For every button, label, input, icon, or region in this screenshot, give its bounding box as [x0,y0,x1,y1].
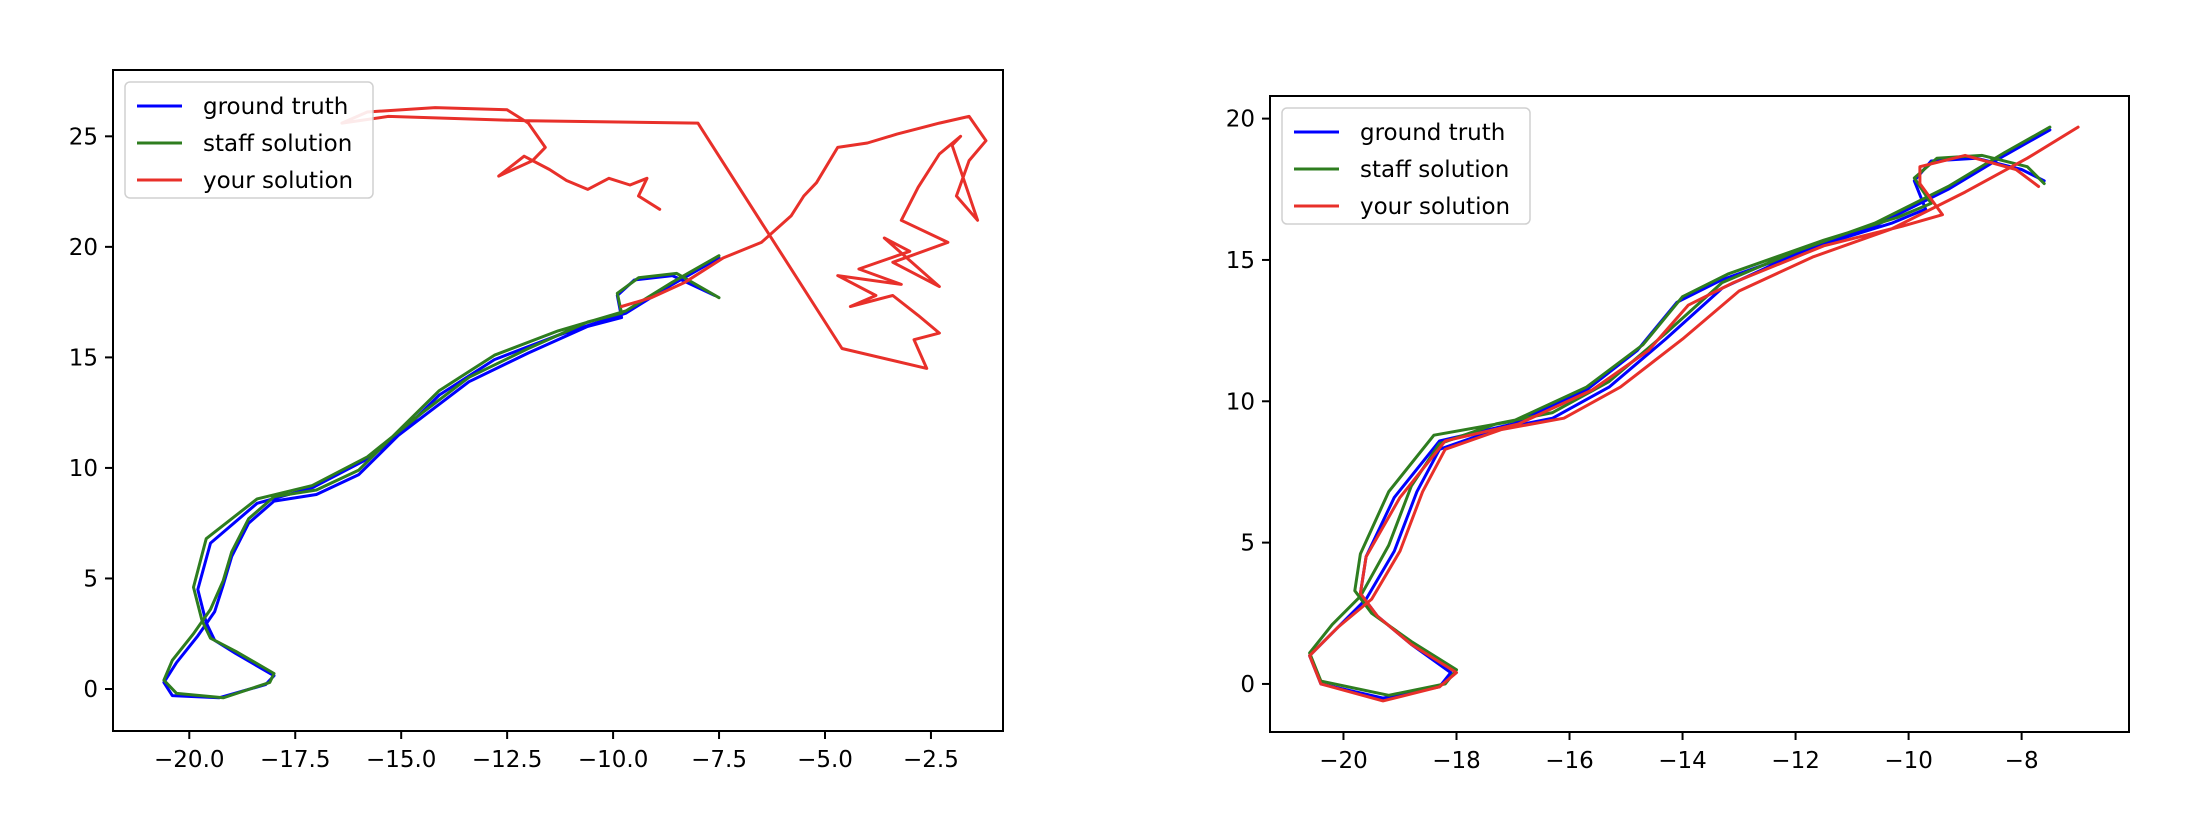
legend-label-your-solution: your solution [203,168,353,194]
x-tick-label: −14 [1658,748,1707,774]
x-tick-label: −17.5 [260,747,330,773]
x-tick-label: −5.0 [797,747,853,773]
legend-label-your-solution: your solution [1360,194,1510,220]
series-line-staff-solution [162,254,721,700]
series-line-your-solution [340,106,988,370]
legend-label-ground-truth: ground truth [1360,120,1505,146]
y-tick-label: 0 [1240,672,1255,698]
legend: ground truth staff solution your solution [124,81,374,199]
legend-label-ground-truth: ground truth [203,94,348,120]
legend-box [124,81,374,199]
series-line-staff-solution [1308,125,2052,697]
axes-frame [1269,95,2130,733]
y-tick-label: 25 [69,124,98,150]
y-tick-label: 15 [69,345,98,371]
series-line-your-solution [1308,125,2080,703]
y-tick-label: 20 [69,235,98,261]
y-tick-label: 15 [1226,248,1255,274]
x-tick-label: −10.0 [578,747,648,773]
legend-label-staff-solution: staff solution [203,131,352,157]
chart-right: −20 −18 −16 −14 −12 −10 −8 0 5 10 15 20 ground truth… [1226,95,2130,774]
y-tick-label: 10 [1226,389,1255,415]
y-tick-label: 0 [83,677,98,703]
x-tick-label: −10 [1884,748,1933,774]
x-tick-label: −7.5 [691,747,747,773]
x-tick-label: −12.5 [472,747,542,773]
legend: ground truth staff solution your solution [1281,107,1531,225]
y-tick-label: 20 [1226,107,1255,133]
legend-label-staff-solution: staff solution [1360,157,1509,183]
x-tick-label: −12 [1771,748,1820,774]
x-tick-label: −16 [1545,748,1594,774]
x-tick-label: −15.0 [366,747,436,773]
y-tick-label: 5 [83,566,98,592]
series-line-ground-truth [1308,128,2052,700]
x-tick-label: −20 [1319,748,1368,774]
chart-left: −20.0 −17.5 −15.0 −12.5 −10.0 −7.5 −5.0 −2.5 0 5 1… [69,69,1004,773]
legend-box [1281,107,1531,225]
x-tick-label: −18 [1432,748,1481,774]
x-tick-label: −20.0 [154,747,224,773]
series-line-ground-truth [162,256,721,700]
x-tick-label: −8 [2005,748,2039,774]
y-tick-label: 10 [69,456,98,482]
y-tick-label: 5 [1240,531,1255,557]
axes-frame [112,69,1004,732]
x-tick-label: −2.5 [903,747,959,773]
